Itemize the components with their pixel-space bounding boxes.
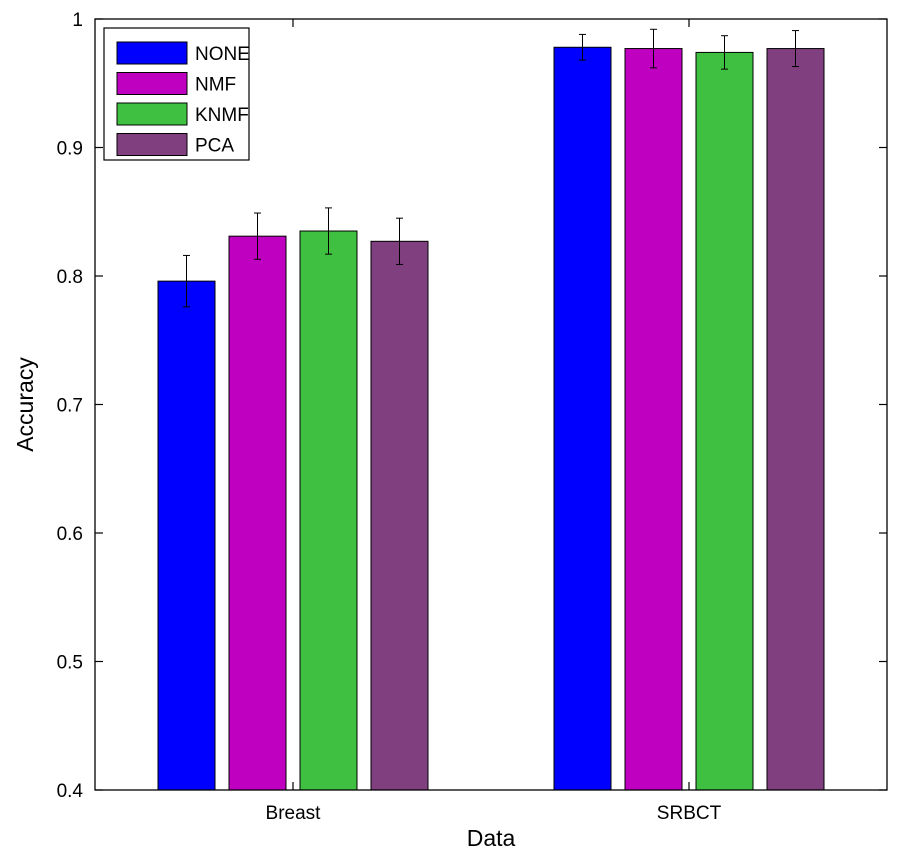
legend-item-pca: PCA (116, 133, 234, 157)
y-axis-label: Accuracy (12, 357, 38, 452)
error-bar-none-srbct (579, 33, 586, 61)
bars-layer (157, 46, 825, 791)
error-bar-pca-breast (396, 217, 403, 265)
x-axis-label: Data (467, 825, 516, 851)
bar-none-srbct (553, 46, 612, 791)
legend: NONE NMF KNMF PCA (103, 27, 250, 161)
x-tick-label: SRBCT (657, 803, 722, 824)
y-tick-label: 0.9 (57, 139, 83, 160)
y-tick-label: 0.6 (57, 524, 83, 545)
error-bars-layer (183, 28, 799, 308)
y-tick-label: 0.4 (57, 781, 84, 802)
y-axis: 0.4 0.5 0.6 0.7 0.8 0.9 1 (57, 10, 887, 802)
x-tick-label: Breast (266, 803, 322, 824)
legend-label: PCA (195, 136, 234, 157)
legend-label: NONE (195, 44, 250, 65)
bar-none-breast (157, 280, 216, 791)
error-bar-pca-srbct (792, 30, 799, 68)
legend-swatch (116, 41, 188, 65)
legend-swatch (116, 133, 188, 156)
error-bar-nmf-srbct (650, 28, 657, 69)
y-tick-label: 0.5 (57, 653, 83, 674)
error-bar-nmf-breast (254, 212, 261, 260)
bar-nmf-srbct (624, 48, 683, 791)
y-tick-label: 0.8 (57, 267, 83, 288)
bar-pca-srbct (766, 48, 825, 791)
error-bar-knmf-srbct (721, 35, 728, 70)
legend-label: KNMF (195, 105, 249, 126)
error-bar-none-breast (183, 254, 190, 308)
legend-swatch (116, 72, 188, 95)
legend-item-nmf: NMF (116, 72, 236, 96)
legend-item-none: NONE (116, 41, 250, 65)
bar-pca-breast (370, 240, 429, 791)
legend-label: NMF (195, 75, 236, 96)
x-axis: Breast SRBCT (266, 19, 722, 824)
bar-knmf-breast (299, 230, 358, 791)
error-bar-knmf-breast (325, 207, 332, 255)
bar-knmf-srbct (695, 51, 754, 791)
legend-item-knmf: KNMF (116, 102, 249, 126)
legend-swatch (116, 102, 188, 126)
y-tick-label: 0.7 (57, 396, 83, 417)
bar-nmf-breast (228, 235, 287, 791)
y-tick-label: 1 (72, 10, 83, 31)
